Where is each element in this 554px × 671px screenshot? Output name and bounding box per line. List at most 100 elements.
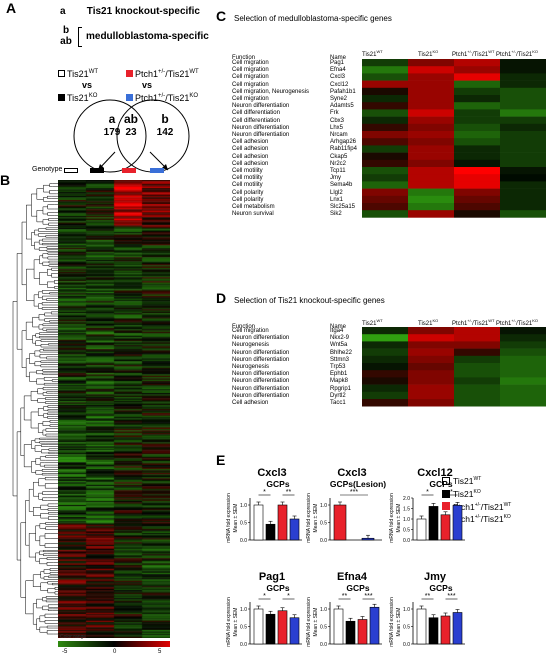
- heatmap-cell: [408, 203, 454, 211]
- heatmap-cell: [454, 116, 500, 125]
- panel-c-heatmap: [362, 59, 546, 218]
- heatmap-cell: [362, 334, 408, 342]
- heatmap-cell: [408, 334, 454, 342]
- gene-name-cell: Syne2: [330, 96, 348, 103]
- heatmap-cell: [408, 174, 454, 182]
- chart-gene-title: Cxcl3: [337, 467, 366, 479]
- heatmap-cell: [408, 327, 454, 335]
- heatmap-cell: [362, 203, 408, 211]
- y-tick-label: 1.5: [403, 507, 410, 513]
- panel-d-cond-1: Tis21WT: [362, 318, 383, 327]
- heatmap-cell: [454, 210, 500, 218]
- chart-subtitle: GCPs: [429, 479, 452, 489]
- heatmap-cell: [362, 87, 408, 96]
- panel-c-title: Selection of medulloblastoma-specific ge…: [234, 14, 392, 23]
- chart-gene-title: Pag1: [259, 571, 285, 583]
- chart-gene-title: Cxcl12: [417, 467, 452, 479]
- heatmap-cell: [362, 95, 408, 103]
- gene-name-cell: Rab11fip4: [330, 146, 357, 153]
- bar: [440, 615, 451, 645]
- heatmap-cell: [454, 399, 500, 407]
- bar: [416, 518, 427, 541]
- panel-c-cond-1: Tis21WT: [362, 49, 383, 58]
- heatmap-cell: [500, 138, 546, 146]
- chart-gene-title: Efna4: [337, 571, 368, 583]
- significance-label: ***: [364, 593, 372, 600]
- heatmap-cell: [500, 66, 546, 74]
- legend-bracket: [78, 27, 82, 47]
- heatmap-cell: [500, 370, 546, 378]
- y-tick-label: 0.5: [403, 528, 410, 534]
- heatmap-cell: [500, 102, 546, 110]
- function-cell: Cell polarity: [232, 196, 264, 203]
- heatmap-cell: [362, 363, 408, 371]
- y-tick-label: 1.0: [403, 607, 410, 613]
- gene-name-cell: Efna4: [330, 67, 346, 74]
- heatmap-cell: [362, 73, 408, 81]
- panel-c-cond-2: Tis21KO: [418, 49, 439, 58]
- heatmap-cell: [500, 203, 546, 211]
- color-range-tick-low: -5: [62, 649, 68, 655]
- legend-text-b: medulloblastoma-specific: [86, 31, 209, 42]
- chart-subtitle: GCPs(Lesion): [330, 479, 386, 489]
- gene-name-cell: Mapk8: [330, 378, 349, 385]
- heatmap-cell: [362, 116, 408, 125]
- heatmap-cell: [408, 66, 454, 74]
- heatmap-cell: [500, 131, 546, 139]
- heatmap-cell: [500, 159, 546, 168]
- heatmap-cell: [408, 116, 454, 125]
- function-cell: Cell differentiation: [232, 110, 280, 117]
- bar: [428, 506, 439, 541]
- function-cell: Cell motility: [232, 168, 263, 175]
- heatmap-cell: [362, 159, 408, 168]
- heatmap-cell: [500, 327, 546, 335]
- heatmap-cell: [500, 391, 546, 400]
- heatmap-cell: [454, 203, 500, 211]
- legend-tis21-ko: Tis21KO: [442, 487, 511, 500]
- heatmap-cell: [454, 195, 500, 204]
- gene-name-cell: Trp53: [330, 364, 346, 371]
- heatmap-cell: [500, 384, 546, 393]
- chart-subtitle: GCPs: [346, 583, 369, 593]
- gene-name-cell: Cbx3: [330, 117, 345, 124]
- gene-name-cell: Slc25a15: [330, 204, 356, 211]
- genotype-label: Genotype: [32, 166, 63, 173]
- heatmap-cell: [500, 188, 546, 197]
- heatmap-cell: [500, 174, 546, 182]
- panel-c-letter: C: [216, 8, 227, 24]
- heatmap-cell: [408, 159, 454, 168]
- gene-name-cell: Cxcl3: [330, 74, 346, 81]
- panel-d-letter: D: [216, 290, 227, 306]
- heatmap-cell: [362, 123, 408, 132]
- venn-circle-a: [73, 99, 147, 173]
- function-cell: Cell migration: [232, 328, 269, 334]
- heatmap-cell: [408, 109, 454, 117]
- y-axis-label: Mean ± SEM: [233, 504, 239, 533]
- y-tick-label: 0.0: [403, 538, 410, 544]
- y-tick-label: 0.0: [403, 642, 410, 648]
- function-cell: Cell metabolism: [232, 204, 275, 211]
- function-cell: Cell adhesion: [232, 153, 269, 160]
- significance-label: ***: [447, 593, 455, 600]
- heatmap-cell: [454, 102, 500, 110]
- heatmap-cell: [454, 355, 500, 364]
- significance-label: *: [263, 593, 266, 600]
- heatmap-cell: [408, 370, 454, 378]
- gene-name-cell: Adamts5: [330, 103, 354, 110]
- heatmap-cell: [408, 391, 454, 400]
- panel-d-title: Selection of Tis21 knockout-specific gen…: [234, 296, 385, 305]
- bar: [277, 610, 288, 645]
- heatmap-cell: [362, 145, 408, 153]
- significance-label: **: [425, 593, 431, 600]
- heatmap-cell: [408, 59, 454, 67]
- gene-name-cell: Sema4b: [330, 182, 353, 189]
- heatmap-cell: [362, 138, 408, 146]
- function-cell: Cell migration: [232, 60, 269, 66]
- gene-name-cell: Sik2: [330, 211, 342, 218]
- chart-subtitle: GCPs: [266, 479, 289, 489]
- heatmap-cell: [362, 66, 408, 74]
- panel-d-cond-3: Ptch1+/-/Tis21WT: [452, 318, 495, 327]
- heatmap-cell: [500, 355, 546, 364]
- y-tick-label: 1.0: [403, 517, 410, 523]
